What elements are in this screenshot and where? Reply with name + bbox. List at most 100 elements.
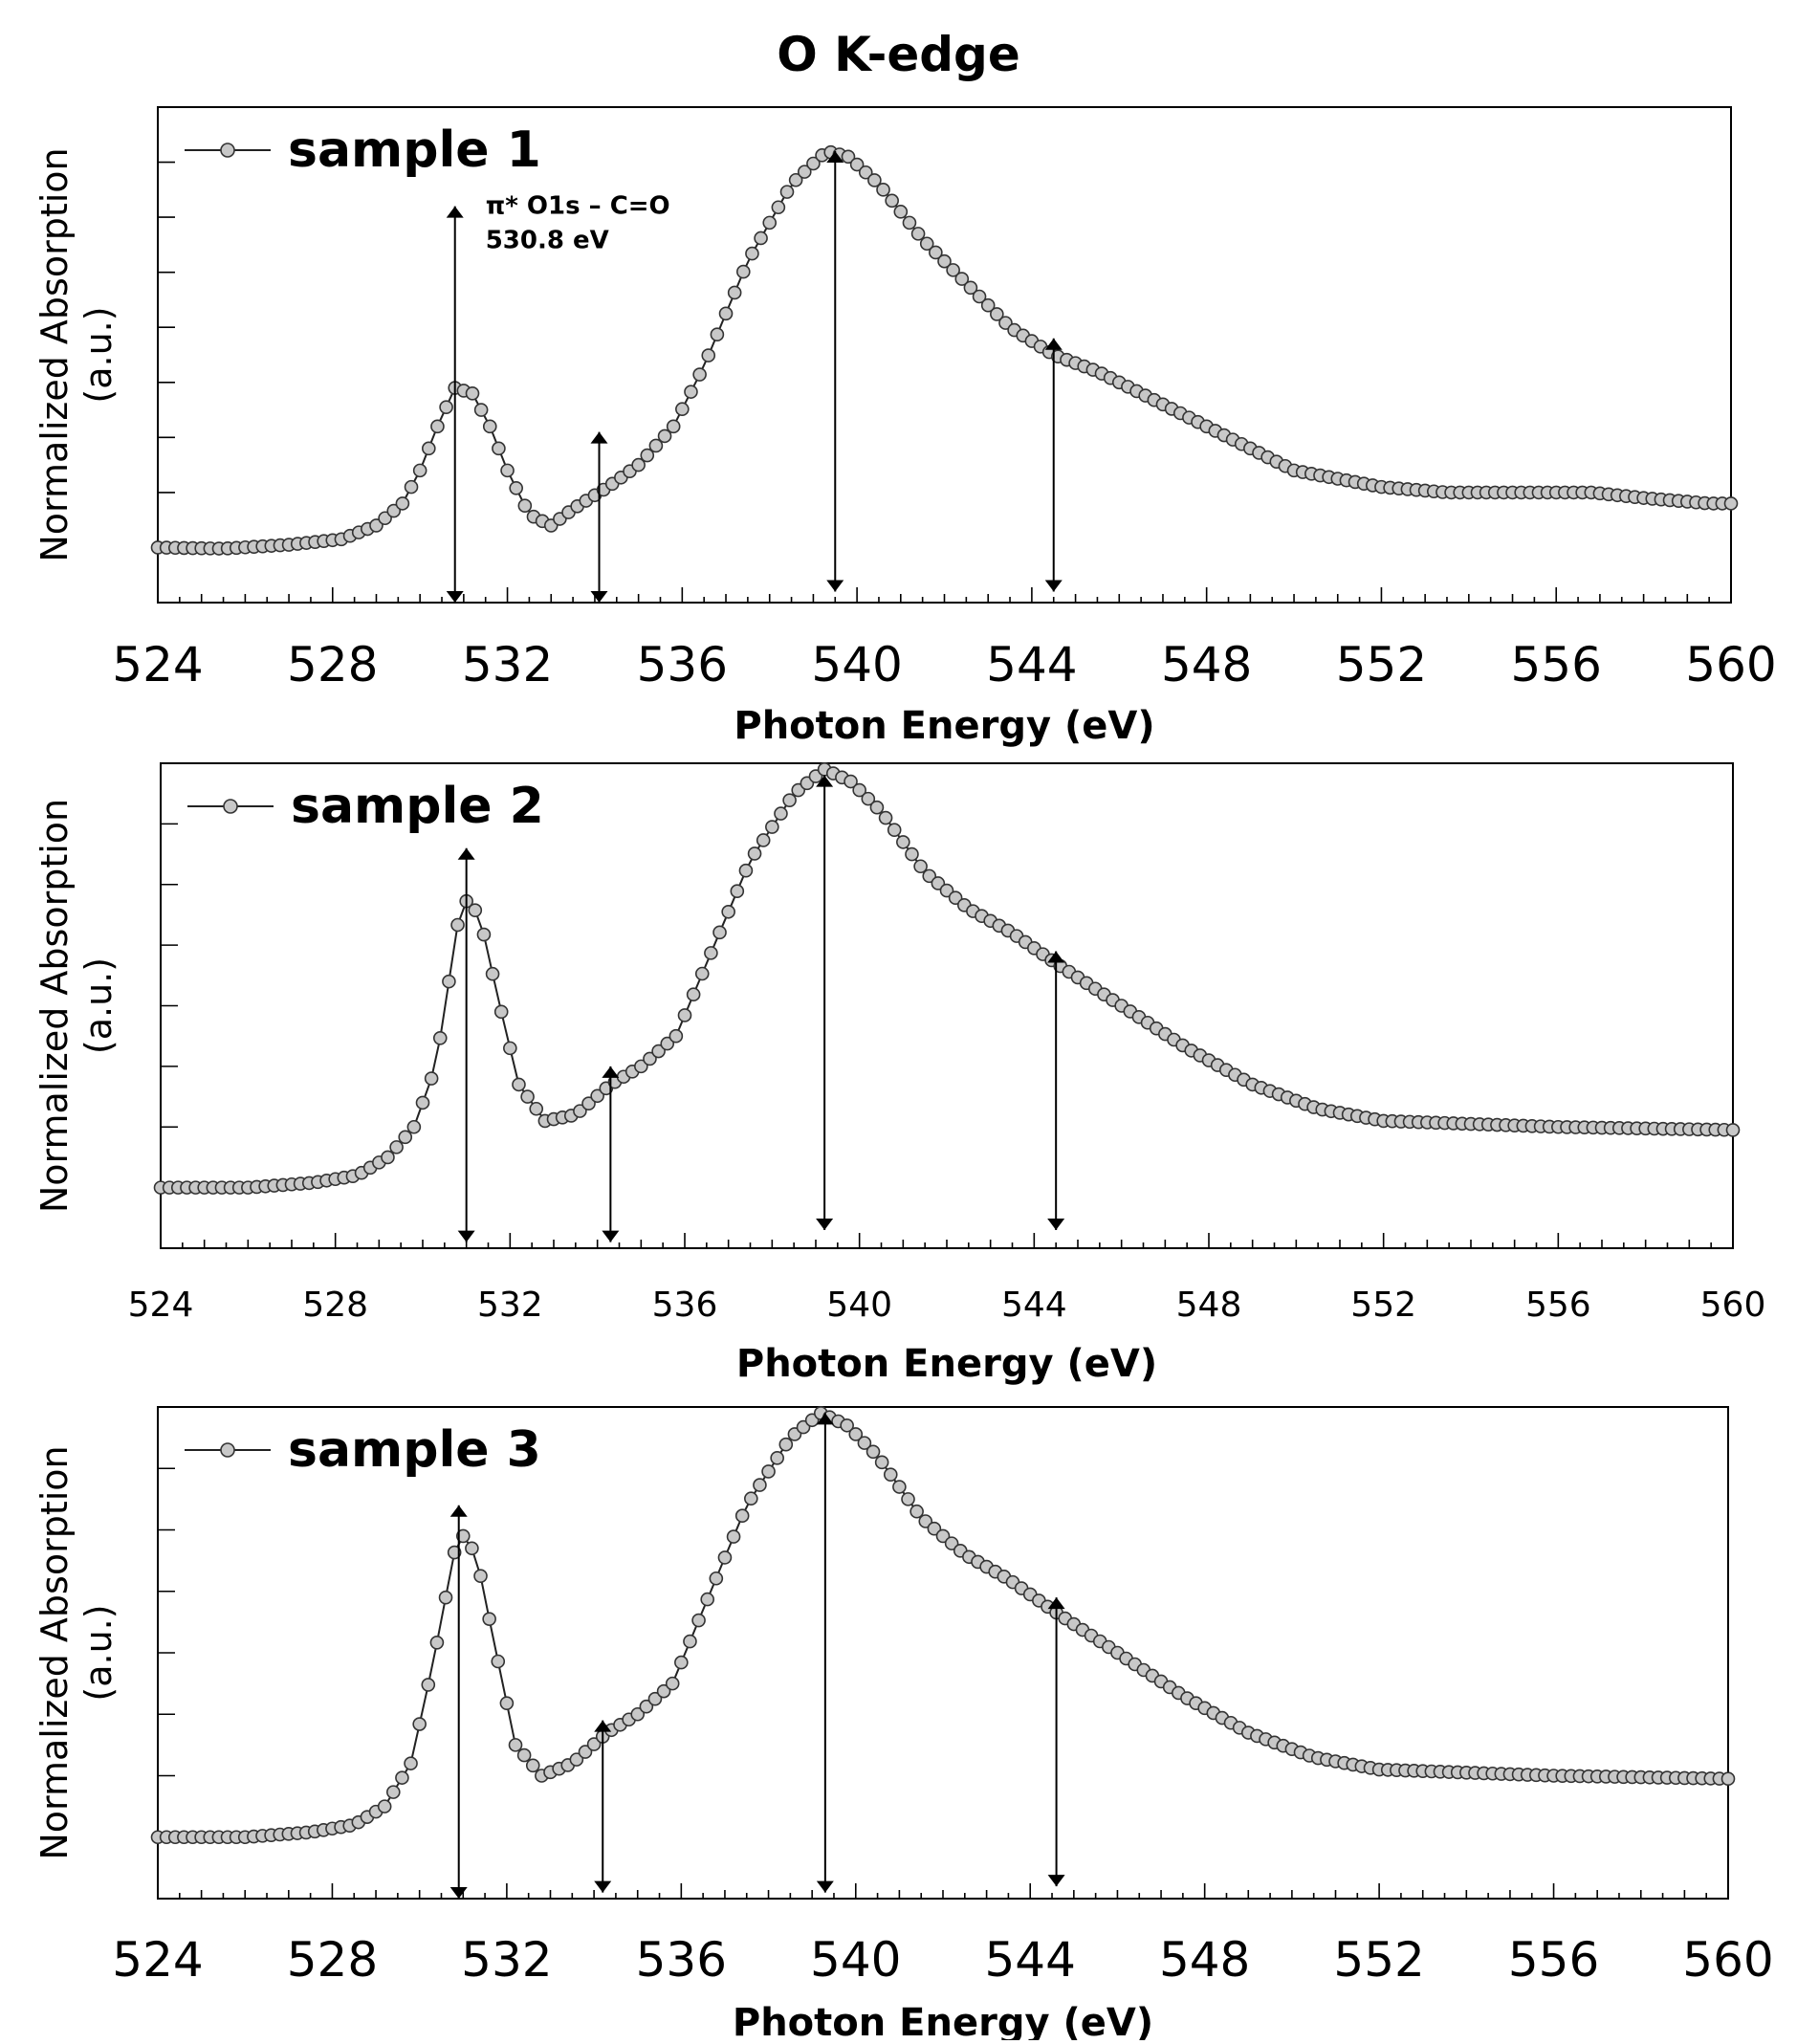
data-point bbox=[369, 518, 384, 533]
data-point bbox=[738, 863, 754, 878]
double-arrow bbox=[449, 1505, 468, 1899]
annotation-label: π* O1s – C=O bbox=[486, 192, 670, 221]
data-point bbox=[573, 1104, 587, 1118]
data-point bbox=[1723, 496, 1739, 511]
double-arrow bbox=[816, 775, 834, 1230]
data-point bbox=[656, 1683, 671, 1699]
x-tick-label: 540 bbox=[826, 1286, 892, 1325]
double-arrow bbox=[1047, 951, 1065, 1230]
data-point bbox=[700, 1592, 715, 1607]
x-tick-label: 548 bbox=[1176, 1286, 1242, 1325]
x-tick-label: 560 bbox=[1700, 1286, 1766, 1325]
data-point bbox=[684, 385, 698, 399]
data-point bbox=[744, 1491, 758, 1506]
arrow-head-up bbox=[590, 431, 608, 444]
data-point bbox=[517, 498, 533, 514]
double-arrow bbox=[446, 206, 464, 603]
arrow-head-up bbox=[1044, 338, 1063, 350]
data-point bbox=[691, 1613, 706, 1628]
data-point bbox=[710, 327, 725, 342]
data-point bbox=[643, 1051, 657, 1066]
data-point bbox=[422, 441, 436, 456]
data-point bbox=[381, 1150, 395, 1165]
x-tick-label: 556 bbox=[1508, 1932, 1599, 1988]
legend-marker bbox=[220, 1442, 235, 1458]
data-point bbox=[412, 1717, 427, 1731]
data-point bbox=[406, 1119, 422, 1134]
x-tick-label: 524 bbox=[128, 1286, 194, 1325]
data-point bbox=[447, 1545, 462, 1560]
data-point bbox=[931, 876, 946, 890]
x-tick-label: 552 bbox=[1336, 637, 1427, 692]
data-point bbox=[385, 1785, 401, 1799]
data-point bbox=[727, 285, 742, 300]
data-point bbox=[778, 1437, 794, 1452]
data-point bbox=[852, 782, 866, 798]
data-point bbox=[389, 1140, 404, 1154]
data-point bbox=[918, 1514, 933, 1528]
arrow-head-down bbox=[457, 1230, 475, 1242]
x-axis-label: Photon Energy (eV) bbox=[736, 1342, 1157, 1386]
chart-panel-3: 524 528 532 536 540 544 548 552 556 560 Photon Ene… bbox=[33, 1406, 1774, 2044]
x-axis-label: Photon Energy (eV) bbox=[733, 2001, 1153, 2040]
data-point bbox=[590, 1088, 604, 1104]
double-arrow bbox=[602, 1066, 620, 1242]
x-tick-label: 540 bbox=[810, 1932, 901, 1988]
data-point bbox=[666, 419, 681, 434]
data-point bbox=[806, 156, 821, 171]
data-point bbox=[848, 1427, 864, 1441]
x-tick-label: 536 bbox=[637, 637, 728, 692]
data-point bbox=[674, 1655, 689, 1670]
data-point bbox=[909, 1504, 924, 1519]
data-point bbox=[503, 1041, 517, 1056]
data-point bbox=[491, 1654, 506, 1669]
arrow-head-down bbox=[446, 591, 464, 603]
data-point bbox=[927, 1521, 942, 1536]
legend-label: sample 1 bbox=[288, 121, 541, 179]
data-point bbox=[686, 987, 701, 1002]
data-point bbox=[412, 463, 427, 478]
data-point bbox=[648, 438, 664, 453]
data-point bbox=[709, 1571, 724, 1586]
data-point bbox=[581, 1096, 596, 1110]
data-point bbox=[421, 1678, 436, 1692]
data-point bbox=[896, 835, 910, 849]
data-point bbox=[482, 419, 497, 434]
data-point bbox=[876, 183, 890, 197]
data-point bbox=[432, 1031, 448, 1045]
x-tick-label: 532 bbox=[462, 637, 553, 692]
data-point bbox=[844, 774, 858, 789]
data-point bbox=[771, 200, 786, 215]
data-point bbox=[634, 1059, 648, 1074]
data-point bbox=[717, 1550, 733, 1565]
data-point bbox=[429, 1635, 445, 1650]
data-point bbox=[874, 1455, 889, 1470]
arrow-head-down bbox=[826, 580, 844, 592]
data-point bbox=[677, 1008, 692, 1022]
y-axis-label: Normalized Absorption bbox=[33, 799, 76, 1213]
arrow-head-up bbox=[816, 775, 834, 787]
data-point bbox=[946, 263, 960, 277]
x-tick-label: 540 bbox=[811, 637, 902, 692]
arrow-head-down bbox=[590, 591, 608, 603]
data-point bbox=[660, 1036, 675, 1051]
data-point bbox=[395, 1770, 409, 1785]
data-point bbox=[465, 1541, 479, 1556]
x-tick-label: 548 bbox=[1161, 637, 1252, 692]
data-point bbox=[754, 231, 768, 246]
data-point bbox=[701, 348, 716, 363]
data-point bbox=[525, 1758, 540, 1773]
data-point bbox=[883, 1467, 898, 1482]
arrow-head-down bbox=[816, 1880, 834, 1893]
data-point bbox=[770, 1451, 784, 1465]
arrow-head-down bbox=[1047, 1875, 1065, 1887]
data-point bbox=[745, 246, 759, 261]
data-point bbox=[762, 215, 778, 231]
data-point bbox=[395, 496, 410, 511]
data-point bbox=[665, 1676, 680, 1691]
data-point bbox=[935, 1528, 951, 1544]
data-point bbox=[482, 1612, 496, 1626]
data-point bbox=[901, 1492, 915, 1506]
